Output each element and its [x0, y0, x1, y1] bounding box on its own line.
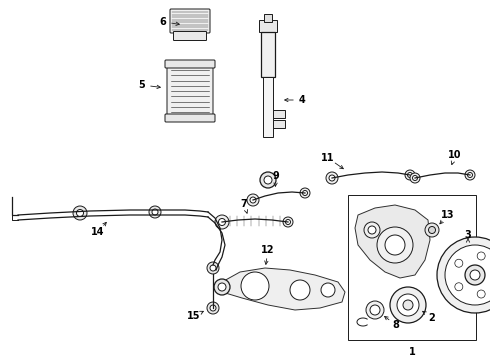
Circle shape [207, 302, 219, 314]
Polygon shape [355, 205, 430, 278]
Circle shape [413, 175, 417, 180]
Circle shape [470, 270, 480, 280]
Text: 14: 14 [91, 227, 105, 237]
Bar [261, 32, 275, 77]
Circle shape [477, 252, 485, 260]
Circle shape [465, 170, 475, 180]
Circle shape [215, 215, 229, 229]
Text: 2: 2 [429, 313, 436, 323]
Circle shape [210, 305, 216, 311]
Text: 13: 13 [441, 210, 455, 220]
Circle shape [377, 227, 413, 263]
Bar [259, 20, 277, 32]
Circle shape [210, 265, 216, 271]
Circle shape [455, 283, 463, 291]
Circle shape [152, 209, 158, 215]
Circle shape [73, 206, 87, 220]
Text: 15: 15 [187, 311, 201, 321]
Circle shape [214, 279, 230, 295]
Polygon shape [220, 268, 345, 310]
Circle shape [264, 176, 272, 184]
Circle shape [241, 272, 269, 300]
Circle shape [329, 175, 335, 181]
Text: 4: 4 [298, 95, 305, 105]
Circle shape [385, 235, 405, 255]
Circle shape [250, 197, 256, 203]
Circle shape [219, 219, 225, 225]
Circle shape [455, 259, 463, 267]
Circle shape [467, 172, 472, 177]
Circle shape [368, 226, 376, 234]
Text: 12: 12 [261, 245, 275, 255]
Bar [264, 14, 272, 22]
Text: 8: 8 [392, 320, 399, 330]
FancyBboxPatch shape [173, 31, 206, 40]
Circle shape [465, 265, 485, 285]
FancyBboxPatch shape [165, 60, 215, 68]
Circle shape [218, 283, 226, 291]
FancyBboxPatch shape [165, 114, 215, 122]
Circle shape [425, 223, 439, 237]
Text: 5: 5 [139, 80, 146, 90]
Circle shape [286, 220, 291, 225]
Circle shape [326, 172, 338, 184]
Text: 7: 7 [241, 199, 247, 209]
FancyBboxPatch shape [167, 63, 213, 119]
Circle shape [260, 172, 276, 188]
Circle shape [364, 222, 380, 238]
Circle shape [403, 300, 413, 310]
Text: 1: 1 [409, 347, 416, 357]
Circle shape [390, 287, 426, 323]
Circle shape [370, 305, 380, 315]
Text: 6: 6 [160, 17, 167, 27]
Circle shape [397, 294, 419, 316]
Text: 3: 3 [465, 230, 471, 240]
Circle shape [321, 283, 335, 297]
Circle shape [405, 170, 415, 180]
Bar [263, 77, 273, 137]
Circle shape [428, 226, 436, 234]
Circle shape [366, 301, 384, 319]
Circle shape [290, 280, 310, 300]
Circle shape [149, 206, 161, 218]
Circle shape [283, 217, 293, 227]
FancyBboxPatch shape [170, 9, 210, 33]
Circle shape [207, 262, 219, 274]
Circle shape [408, 172, 413, 177]
Circle shape [302, 190, 308, 195]
Circle shape [410, 173, 420, 183]
Text: 11: 11 [321, 153, 335, 163]
Circle shape [300, 188, 310, 198]
Circle shape [477, 290, 485, 298]
Circle shape [437, 237, 490, 313]
Bar [273, 120, 285, 128]
Text: 10: 10 [448, 150, 462, 160]
Circle shape [445, 245, 490, 305]
Circle shape [76, 210, 83, 216]
Bar [273, 110, 285, 118]
Bar [348, 195, 476, 340]
Text: 9: 9 [272, 171, 279, 181]
Circle shape [247, 194, 259, 206]
